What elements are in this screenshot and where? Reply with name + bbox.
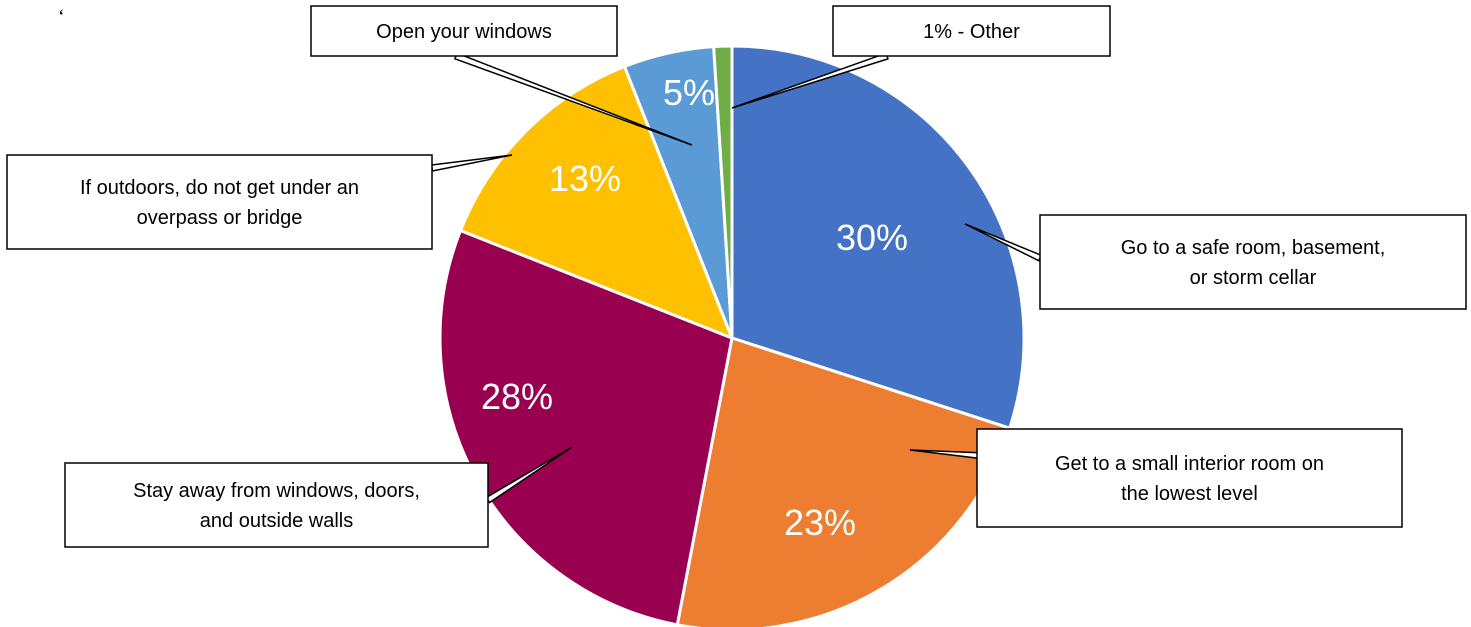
callout-text-3-1: Stay away from windows, doors, (133, 480, 420, 502)
callout-5: Open your windows (310, 5, 693, 146)
pie-slice-4 (459, 65, 734, 340)
callout-text-6-1: 1% - Other (923, 21, 1020, 43)
callout-text-1-2: or storm cellar (1190, 267, 1317, 289)
callout-box-2 (976, 428, 1403, 528)
stray-quote-mark: ‘ (58, 6, 65, 28)
pie-slice-6 (712, 44, 734, 340)
pie-slice-1 (730, 44, 1026, 430)
callout-3: Stay away from windows, doors, and outsid… (64, 446, 573, 548)
slice-value-label-5: 5% (663, 72, 715, 113)
slice-value-label-1: 30% (836, 217, 908, 258)
callout-box-3 (64, 462, 489, 548)
callout-box-6 (832, 5, 1111, 57)
callout-text-2-1: Get to a small interior room on (1055, 453, 1324, 475)
callout-text-1-1: Go to a safe room, basement, (1121, 237, 1386, 259)
slice-value-label-3: 28% (481, 376, 553, 417)
callout-box-4 (6, 154, 433, 250)
callout-box-1 (1039, 214, 1467, 310)
slice-value-label-4: 13% (549, 158, 621, 199)
pie-slices (438, 44, 1026, 627)
callout-2: Get to a small interior room on the lowes… (909, 428, 1403, 528)
callout-1: Go to a safe room, basement, or storm cel… (964, 214, 1467, 310)
callout-text-5-1: Open your windows (376, 21, 552, 43)
callout-6: 1% - Other (731, 5, 1111, 109)
slice-value-label-2: 23% (784, 502, 856, 543)
callout-text-4-1: If outdoors, do not get under an (80, 177, 359, 199)
callout-4: If outdoors, do not get under an overpass… (6, 154, 513, 250)
callout-text-4-2: overpass or bridge (137, 207, 303, 229)
callout-box-5 (310, 5, 618, 57)
callout-text-2-2: the lowest level (1121, 483, 1258, 505)
callout-text-3-2: and outside walls (200, 510, 353, 532)
